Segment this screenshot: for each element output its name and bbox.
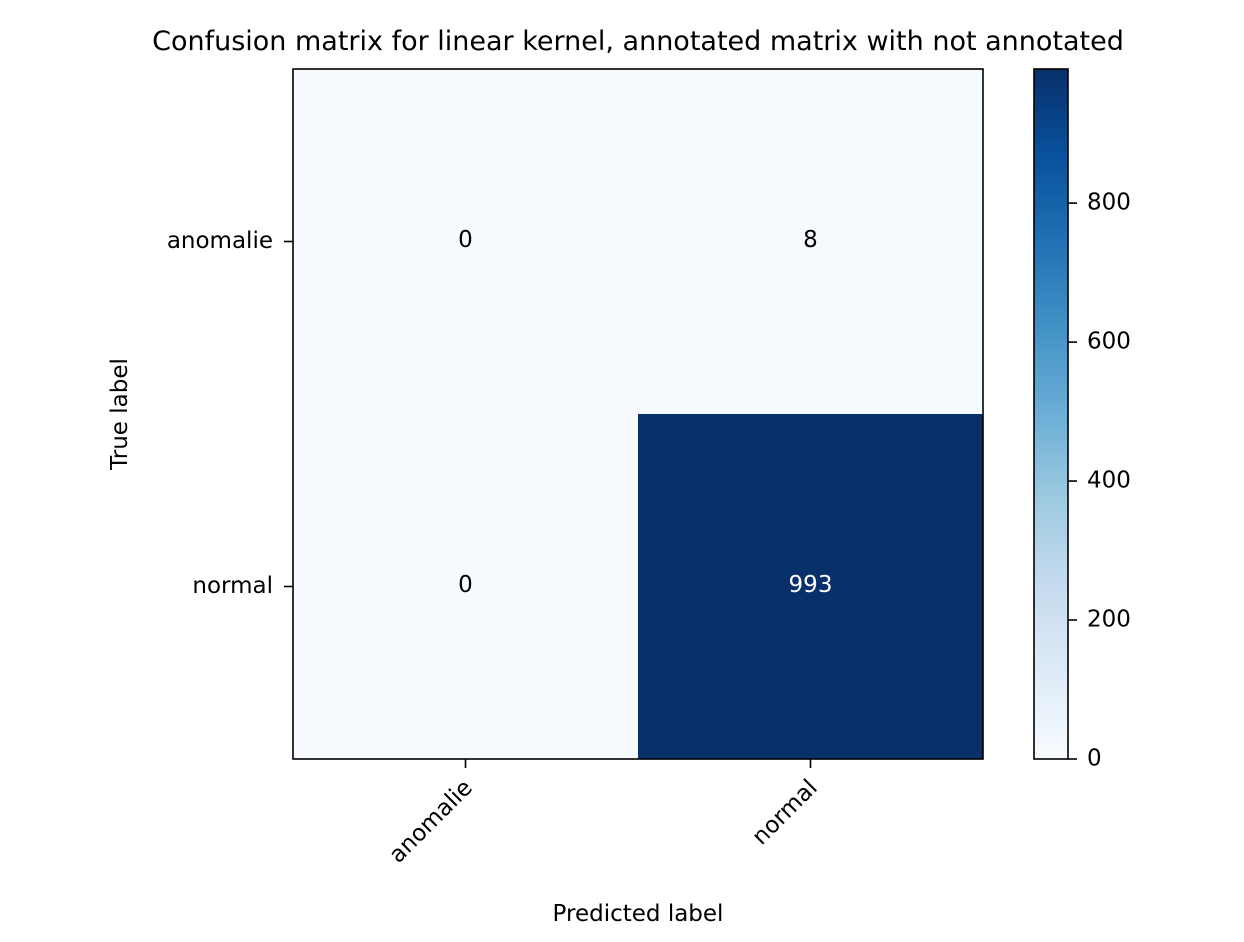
colorbar-ticks: 0 200 400 600 800: [1068, 190, 1131, 772]
y-tick-label: normal: [192, 573, 273, 599]
colorbar-tick-label: 600: [1087, 329, 1131, 355]
y-axis-label: True label: [107, 358, 133, 471]
x-axis: anomalie normal: [384, 759, 823, 868]
colorbar-tick-label: 200: [1087, 607, 1131, 633]
cell-value-label: 0: [458, 572, 473, 598]
x-tick-label: anomalie: [384, 775, 477, 868]
x-tick-label: normal: [747, 775, 822, 850]
cell-value-label: 0: [458, 227, 473, 253]
colorbar: [1033, 68, 1069, 760]
colorbar-tick-label: 800: [1087, 190, 1131, 216]
cell-value-label: 8: [803, 227, 818, 253]
cell-value-label: 993: [789, 572, 833, 598]
heatmap-cell: [638, 69, 984, 415]
heatmap-cells: [293, 69, 984, 760]
cell-annotations: 0 8 0 993: [458, 227, 832, 598]
colorbar-tick-label: 400: [1087, 468, 1131, 494]
x-axis-label: Predicted label: [553, 901, 724, 927]
heatmap-cell: [293, 69, 639, 415]
chart-title: Confusion matrix for linear kernel, anno…: [152, 26, 1124, 57]
y-axis: anomalie normal: [167, 228, 293, 599]
plot-frame: [292, 68, 984, 760]
heatmap-cell: [293, 414, 639, 760]
colorbar-tick-label: 0: [1087, 746, 1102, 772]
y-tick-label: anomalie: [167, 228, 273, 254]
heatmap-cell: [638, 414, 984, 760]
